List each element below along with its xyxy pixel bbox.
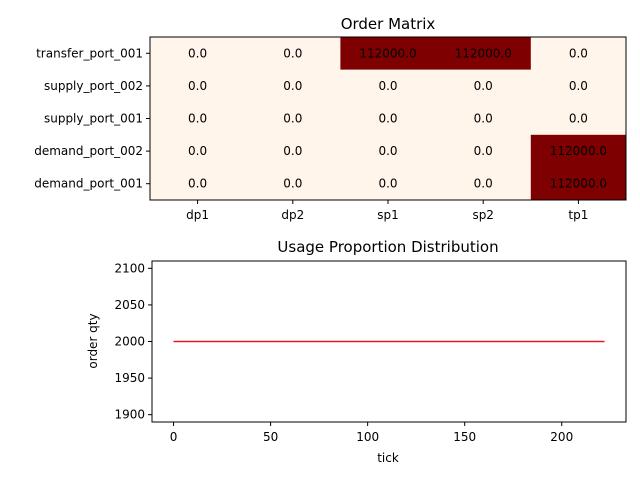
heatmap-cell-label: 0.0 — [569, 112, 588, 126]
line-chart-x-ticks: 0 50 100 150 200 — [170, 422, 573, 444]
heatmap-cell — [245, 69, 341, 103]
heatmap-cell — [150, 102, 246, 136]
x-tick-label: 100 — [356, 430, 379, 444]
heatmap-row-label: supply_port_002 — [44, 79, 143, 93]
heatmap-cell — [530, 37, 627, 71]
heatmap-cell — [150, 167, 246, 201]
heatmap-cell-label: 0.0 — [378, 79, 397, 93]
heatmap-cell — [150, 134, 246, 168]
heatmap-column-label: sp2 — [472, 208, 494, 222]
heatmap-cell-label: 0.0 — [378, 112, 397, 126]
x-axis-label: tick — [377, 451, 399, 465]
heatmap-cell-label: 0.0 — [474, 177, 493, 191]
heatmap-cell — [340, 102, 437, 136]
x-tick-label: 50 — [263, 430, 278, 444]
heatmap-cell — [245, 134, 341, 168]
x-tick-label: 150 — [453, 430, 476, 444]
heatmap-cell — [435, 37, 532, 71]
heatmap-cell — [245, 37, 341, 71]
heatmap-cell-label: 0.0 — [569, 46, 588, 60]
heatmap-cell-label: 112000.0 — [550, 144, 607, 158]
heatmap-cell-label: 0.0 — [474, 79, 493, 93]
heatmap-row-label: supply_port_001 — [44, 112, 143, 126]
heatmap-cell — [435, 134, 532, 168]
heatmap-cell — [150, 69, 246, 103]
heatmap-cell-label: 0.0 — [188, 177, 207, 191]
heatmap-cell-label: 112000.0 — [455, 46, 512, 60]
heatmap-cell-label: 0.0 — [188, 79, 207, 93]
heatmap-title: Order Matrix — [341, 15, 436, 33]
heatmap-column-label: sp1 — [377, 208, 399, 222]
heatmap-cell-label: 0.0 — [188, 46, 207, 60]
line-chart-y-ticks: 1900 1950 2000 2050 2100 — [114, 261, 152, 422]
heatmap-column-label: dp2 — [281, 208, 304, 222]
y-tick-label: 1900 — [114, 408, 145, 422]
heatmap-cell-label: 0.0 — [378, 144, 397, 158]
heatmap-cell — [530, 69, 627, 103]
heatmap-cell-label: 0.0 — [188, 112, 207, 126]
heatmap-row-label: demand_port_002 — [34, 144, 143, 158]
heatmap-cell-label: 112000.0 — [550, 177, 607, 191]
heatmap-row-label: demand_port_001 — [34, 177, 143, 191]
heatmap-cell — [340, 134, 437, 168]
heatmap-column-ticks: dp1 dp2 sp1 sp2 tp1 — [186, 200, 588, 222]
heatmap-cell-label: 0.0 — [474, 112, 493, 126]
heatmap-cell — [245, 167, 341, 201]
heatmap-cell — [435, 167, 532, 201]
heatmap-cell-label: 0.0 — [283, 144, 302, 158]
heatmap-column-label: dp1 — [186, 208, 209, 222]
heatmap-cells: 0.0 0.0 112000.0 112000.0 0.0 0.0 0.0 0.0 0.0 0.0… — [150, 37, 627, 201]
heatmap-cell-label: 0.0 — [283, 112, 302, 126]
y-axis-label: order qty — [86, 313, 100, 368]
heatmap-cell — [530, 167, 627, 201]
heatmap-cell-label: 0.0 — [378, 177, 397, 191]
heatmap-cell-label: 0.0 — [569, 79, 588, 93]
line-chart-title: Usage Proportion Distribution — [277, 238, 498, 256]
y-tick-label: 2050 — [114, 298, 145, 312]
heatmap-cell — [435, 102, 532, 136]
heatmap-row-label: transfer_port_001 — [36, 46, 143, 60]
x-tick-label: 200 — [550, 430, 573, 444]
heatmap-cell-label: 0.0 — [188, 144, 207, 158]
heatmap-cell — [435, 69, 532, 103]
heatmap-cell-label: 112000.0 — [359, 46, 416, 60]
order-matrix-chart: Order Matrix 0.0 0.0 112000.0 112000.0 0.00.… — [34, 15, 627, 222]
y-tick-label: 1950 — [114, 371, 145, 385]
usage-distribution-chart: Usage Proportion Distribution 1900 1950 20… — [86, 238, 627, 465]
heatmap-cell-label: 0.0 — [283, 46, 302, 60]
heatmap-cell-label: 0.0 — [474, 144, 493, 158]
heatmap-cell-label: 0.0 — [283, 79, 302, 93]
heatmap-cell — [245, 102, 341, 136]
heatmap-cell — [340, 37, 437, 71]
heatmap-cell — [340, 167, 437, 201]
heatmap-cell-label: 0.0 — [283, 177, 302, 191]
heatmap-cell — [530, 134, 627, 168]
y-tick-label: 2000 — [114, 335, 145, 349]
heatmap-row-ticks: transfer_port_001 supply_port_002 supply_p… — [34, 46, 150, 191]
heatmap-cell — [150, 37, 246, 71]
y-tick-label: 2100 — [114, 261, 145, 275]
heatmap-cell — [530, 102, 627, 136]
x-tick-label: 0 — [170, 430, 178, 444]
heatmap-column-label: tp1 — [568, 208, 588, 222]
heatmap-cell — [340, 69, 437, 103]
